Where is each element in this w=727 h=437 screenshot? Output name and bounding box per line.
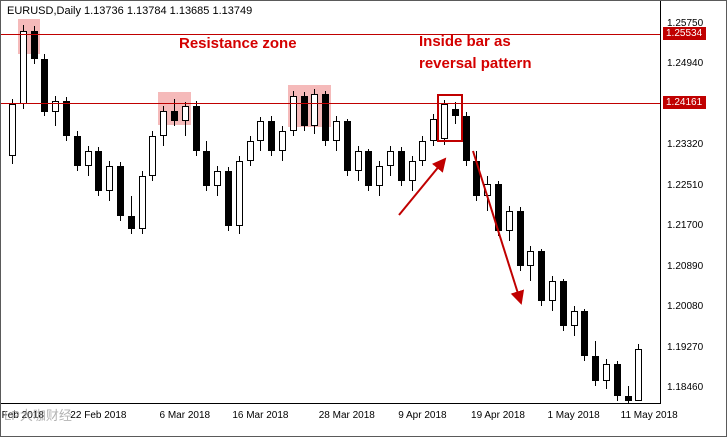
- candle-body: [289, 96, 297, 131]
- candle-body: [268, 121, 276, 151]
- candle-wick: [130, 196, 132, 234]
- price-tick-label: 1.18460: [667, 382, 704, 393]
- candle-body: [149, 136, 157, 176]
- candle-body: [30, 31, 38, 59]
- candle-body: [559, 281, 567, 326]
- candle-body: [246, 141, 254, 161]
- candle-body: [473, 161, 481, 196]
- candle-body: [322, 93, 330, 141]
- time-tick-label: 9 Apr 2018: [398, 410, 447, 421]
- candle-body: [613, 363, 621, 396]
- candle-body: [441, 103, 448, 139]
- candle-body: [257, 121, 265, 141]
- price-tick-label: 1.21700: [667, 220, 704, 231]
- candle-body: [311, 93, 319, 126]
- candle-body: [181, 106, 189, 121]
- candle-body: [516, 211, 524, 266]
- time-tick-label: 1 May 2018: [547, 410, 600, 421]
- candle-wick: [627, 386, 629, 403]
- candlestick-plot-area[interactable]: EURUSD,Daily 1.13736 1.13784 1.13685 1.1…: [1, 1, 661, 404]
- candle-body: [603, 363, 610, 381]
- candle-body: [84, 151, 92, 166]
- candle-body: [430, 118, 438, 141]
- price-tick-label: 1.20890: [667, 260, 704, 272]
- candle-body: [127, 216, 135, 229]
- candle-body: [365, 151, 373, 186]
- candle-body: [343, 121, 351, 171]
- inside-bar-annotation-line1: Inside bar as: [419, 33, 511, 50]
- candle-body: [117, 166, 124, 216]
- time-tick-label: Feb 2018: [1, 410, 44, 421]
- candle-body: [19, 31, 27, 104]
- candle-body: [419, 141, 427, 161]
- candle-body: [505, 211, 513, 231]
- candle-body: [408, 161, 416, 181]
- candle-body: [387, 151, 394, 166]
- candle-body: [624, 396, 632, 401]
- price-tick-label: 1.25750: [667, 17, 704, 29]
- time-tick-label: 16 Mar 2018: [232, 410, 289, 421]
- candle-body: [451, 108, 459, 116]
- time-tick-label: 22 Feb 2018: [70, 410, 127, 421]
- time-tick-label: 6 Mar 2018: [159, 410, 211, 421]
- price-tag-highlighted: 1.25534: [663, 27, 707, 41]
- horizontal-level-line: [1, 103, 660, 104]
- candle-body: [527, 251, 535, 266]
- candle-body: [192, 106, 200, 151]
- candle-body: [171, 111, 178, 121]
- candle-body: [73, 136, 81, 166]
- price-tick-label: 1.19270: [667, 341, 704, 353]
- price-tick-label: 1.24940: [667, 58, 704, 69]
- candle-body: [203, 151, 211, 186]
- candle-body: [235, 161, 243, 226]
- candle-body: [570, 311, 578, 326]
- inside-bar-box: [437, 94, 463, 142]
- candle-body: [581, 311, 589, 356]
- candle-body: [63, 101, 70, 136]
- candle-body: [495, 183, 502, 231]
- candle-body: [397, 151, 405, 181]
- time-tick-label: 11 May 2018: [620, 410, 678, 421]
- candle-body: [138, 176, 146, 229]
- price-tag-highlighted: 1.24161: [663, 95, 707, 109]
- candle-body: [592, 356, 600, 381]
- candle-body: [214, 171, 222, 186]
- time-axis[interactable]: Feb 2018 22 Feb 2018 6 Mar 2018 16 Mar 2018…: [1, 405, 726, 436]
- candle-body: [484, 183, 492, 196]
- candle-body: [549, 281, 556, 301]
- watermark-logo: LP大咖财经: [4, 408, 72, 423]
- time-tick-label: 19 Apr 2018: [471, 410, 525, 421]
- price-tick-label: 1.23320: [667, 139, 704, 150]
- candle-body: [635, 348, 643, 401]
- candle-body: [225, 171, 232, 226]
- horizontal-level-line: [1, 34, 660, 35]
- time-tick-label: 28 Mar 2018: [318, 410, 375, 421]
- resistance-zone-annotation: Resistance zone: [179, 35, 297, 52]
- candle-body: [95, 151, 103, 191]
- candle-body: [354, 151, 362, 171]
- price-tick-label: 1.22510: [667, 179, 704, 191]
- candle-body: [160, 111, 168, 136]
- candle-body: [333, 121, 340, 141]
- candle-body: [538, 251, 546, 301]
- candle-body: [41, 58, 49, 112]
- candle-body: [279, 131, 286, 151]
- candle-body: [106, 166, 114, 191]
- inside-bar-annotation: Inside bar as reversal pattern: [419, 31, 532, 75]
- candle-body: [462, 116, 470, 161]
- chart-title-ohlc: EURUSD,Daily 1.13736 1.13784 1.13685 1.1…: [7, 5, 253, 17]
- candle-body: [9, 103, 16, 156]
- candle-body: [376, 166, 384, 186]
- price-axis[interactable]: 1.25750 1.24940 1.23320 1.22510 1.21700 1.208…: [662, 1, 726, 404]
- candle-body: [52, 101, 60, 112]
- price-tick-label: 1.20080: [667, 301, 704, 312]
- inside-bar-annotation-line2: reversal pattern: [419, 54, 532, 72]
- candle-body: [300, 96, 308, 126]
